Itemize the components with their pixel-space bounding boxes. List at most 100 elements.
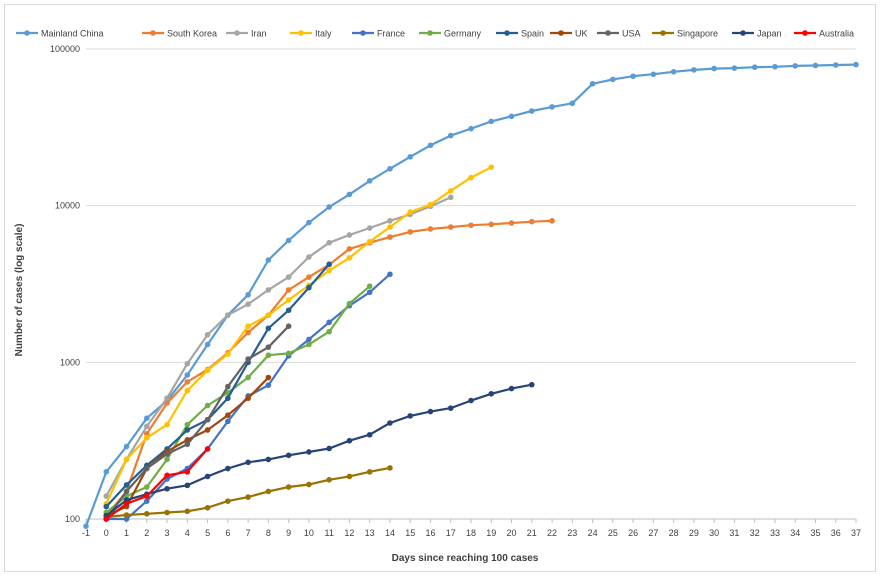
data-point xyxy=(184,360,191,367)
y-tick-label: 10000 xyxy=(55,201,80,211)
x-tick-label: 0 xyxy=(104,528,109,538)
data-point xyxy=(225,312,231,318)
legend-label: UK xyxy=(575,29,588,39)
data-point xyxy=(468,222,474,229)
gridlines xyxy=(86,48,856,520)
legend-item: Australia xyxy=(794,29,854,39)
series-iran xyxy=(103,194,454,499)
data-point xyxy=(407,413,414,419)
data-point xyxy=(427,201,434,208)
x-tick-label: 6 xyxy=(225,528,230,538)
data-point xyxy=(204,341,211,348)
legend-swatch-marker xyxy=(150,30,156,36)
data-point xyxy=(225,383,231,390)
data-point xyxy=(245,374,251,381)
data-point xyxy=(427,226,434,232)
data-point xyxy=(691,67,697,73)
data-point xyxy=(306,449,312,455)
data-point xyxy=(265,352,272,359)
data-point xyxy=(184,421,191,428)
data-point xyxy=(184,441,191,448)
data-point xyxy=(306,481,312,488)
data-point xyxy=(265,374,272,381)
legend-swatch-marker xyxy=(802,30,808,36)
x-tick-label: 25 xyxy=(608,528,618,538)
x-tick-label: 32 xyxy=(750,528,760,538)
data-point xyxy=(143,415,150,421)
data-point xyxy=(164,421,170,428)
data-point xyxy=(549,218,555,224)
data-point xyxy=(447,132,454,139)
data-point xyxy=(427,142,434,149)
x-tick-label: 33 xyxy=(770,528,780,538)
data-point xyxy=(123,488,130,495)
data-point xyxy=(103,469,110,475)
data-point xyxy=(447,405,454,411)
data-point xyxy=(407,229,414,235)
y-tick-label: 1000 xyxy=(60,357,80,367)
data-point xyxy=(123,501,130,507)
data-point xyxy=(346,246,353,252)
data-point xyxy=(225,498,231,504)
data-point xyxy=(245,329,251,336)
data-point xyxy=(447,194,454,201)
data-point xyxy=(265,287,272,293)
data-point xyxy=(245,291,251,298)
x-tick-label: 16 xyxy=(425,528,435,538)
legend-label: Japan xyxy=(757,29,782,39)
legend-item: Iran xyxy=(226,29,267,39)
legend-swatch-marker xyxy=(558,30,564,36)
series-italy xyxy=(103,164,495,507)
series-singapore xyxy=(103,465,393,520)
data-point xyxy=(265,488,272,495)
legend-swatch-marker xyxy=(360,30,366,36)
x-tick-label: 21 xyxy=(527,528,537,538)
x-tick-label: 7 xyxy=(246,528,251,538)
data-point xyxy=(366,225,373,231)
data-point xyxy=(488,118,495,125)
data-point xyxy=(447,224,454,230)
data-point xyxy=(488,221,495,228)
legend-label: South Korea xyxy=(167,29,217,39)
legend-item: Mainland China xyxy=(16,29,104,39)
series-line xyxy=(105,263,331,508)
data-point xyxy=(265,325,272,332)
data-point xyxy=(83,523,89,529)
data-point xyxy=(143,493,150,499)
data-point xyxy=(387,224,393,230)
data-point xyxy=(143,498,150,504)
data-point xyxy=(508,385,515,392)
data-point xyxy=(326,476,332,483)
data-point xyxy=(326,239,332,246)
data-point xyxy=(204,504,211,511)
data-point xyxy=(528,218,535,225)
data-point xyxy=(346,437,353,444)
series-mainland-china xyxy=(83,61,859,529)
legend-swatch-marker xyxy=(740,30,746,36)
x-tick-label: 37 xyxy=(851,528,861,538)
data-point xyxy=(103,503,110,510)
data-point xyxy=(306,274,312,280)
x-tick-label: 1 xyxy=(124,528,129,538)
data-point xyxy=(306,284,312,291)
x-tick-label: 27 xyxy=(648,528,658,538)
x-tick-label: 35 xyxy=(810,528,820,538)
chart-frame: 100 1000 10000 100000 -1 0 1 2 3 4 5 6 7 8 9 10 11 12 13 14… xyxy=(4,4,876,572)
data-point xyxy=(204,427,211,433)
series-line xyxy=(105,448,209,520)
data-point xyxy=(346,254,353,261)
data-point xyxy=(285,237,292,244)
legend-item: Singapore xyxy=(652,29,718,39)
legend-swatch-marker xyxy=(660,30,666,36)
data-point xyxy=(184,387,191,394)
data-point xyxy=(265,456,272,463)
data-point xyxy=(387,218,393,224)
legend-item: Italy xyxy=(290,29,332,39)
legend-item: South Korea xyxy=(142,29,217,39)
y-axis-title: Number of cases (log scale) xyxy=(14,224,25,357)
data-point xyxy=(387,271,393,278)
data-point xyxy=(265,344,272,350)
legend-label: USA xyxy=(622,29,641,39)
